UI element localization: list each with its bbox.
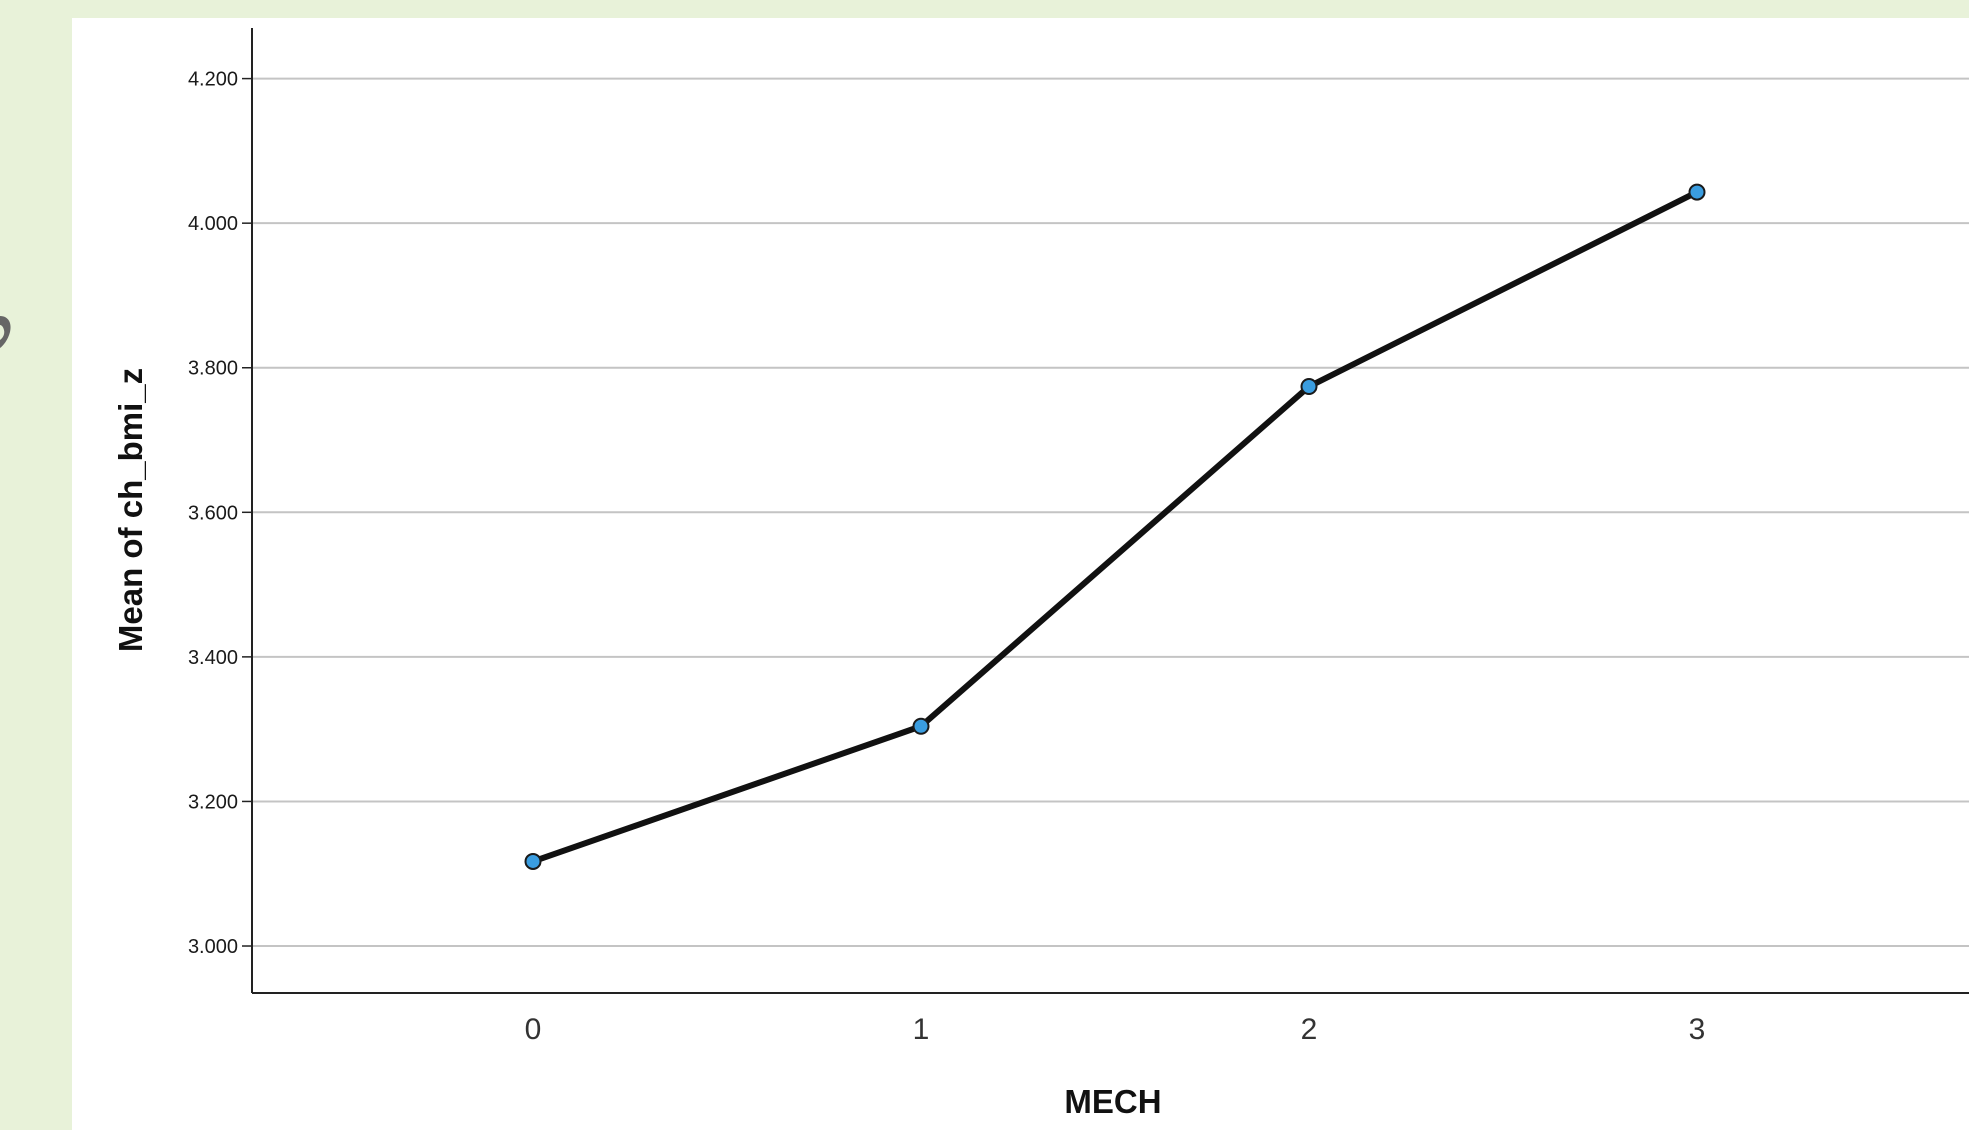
series-line	[530, 189, 1700, 865]
data-point	[1300, 378, 1318, 396]
series-group	[524, 183, 1706, 870]
x-axis-ticks: 0 1 2 3	[525, 1013, 1706, 1046]
y-tick-label: 3.600	[188, 502, 238, 524]
y-tick-label: 3.800	[188, 358, 238, 380]
y-tick-label: 3.000	[188, 936, 238, 958]
data-point	[1688, 183, 1706, 201]
y-tick-label: 3.400	[188, 647, 238, 669]
partial-glyph-icon	[0, 316, 11, 348]
gridlines	[252, 77, 1969, 948]
y-axis-title: Mean of ch_bmi_z	[112, 368, 149, 652]
x-axis-title: MECH	[1064, 1083, 1161, 1120]
data-point	[912, 717, 930, 735]
x-tick-label: 2	[1301, 1013, 1318, 1046]
chart-panel	[72, 18, 1969, 1130]
y-tick-label: 4.200	[188, 69, 238, 91]
y-tick-label: 3.200	[188, 791, 238, 813]
x-tick-label: 1	[913, 1013, 930, 1046]
y-tick-label: 4.000	[188, 213, 238, 235]
x-tick-label: 0	[525, 1013, 542, 1046]
data-point	[524, 852, 542, 870]
y-axis-ticks: 3.000 3.200 3.400 3.600 3.800 4.000 4.200	[188, 69, 252, 958]
x-tick-label: 3	[1689, 1013, 1706, 1046]
